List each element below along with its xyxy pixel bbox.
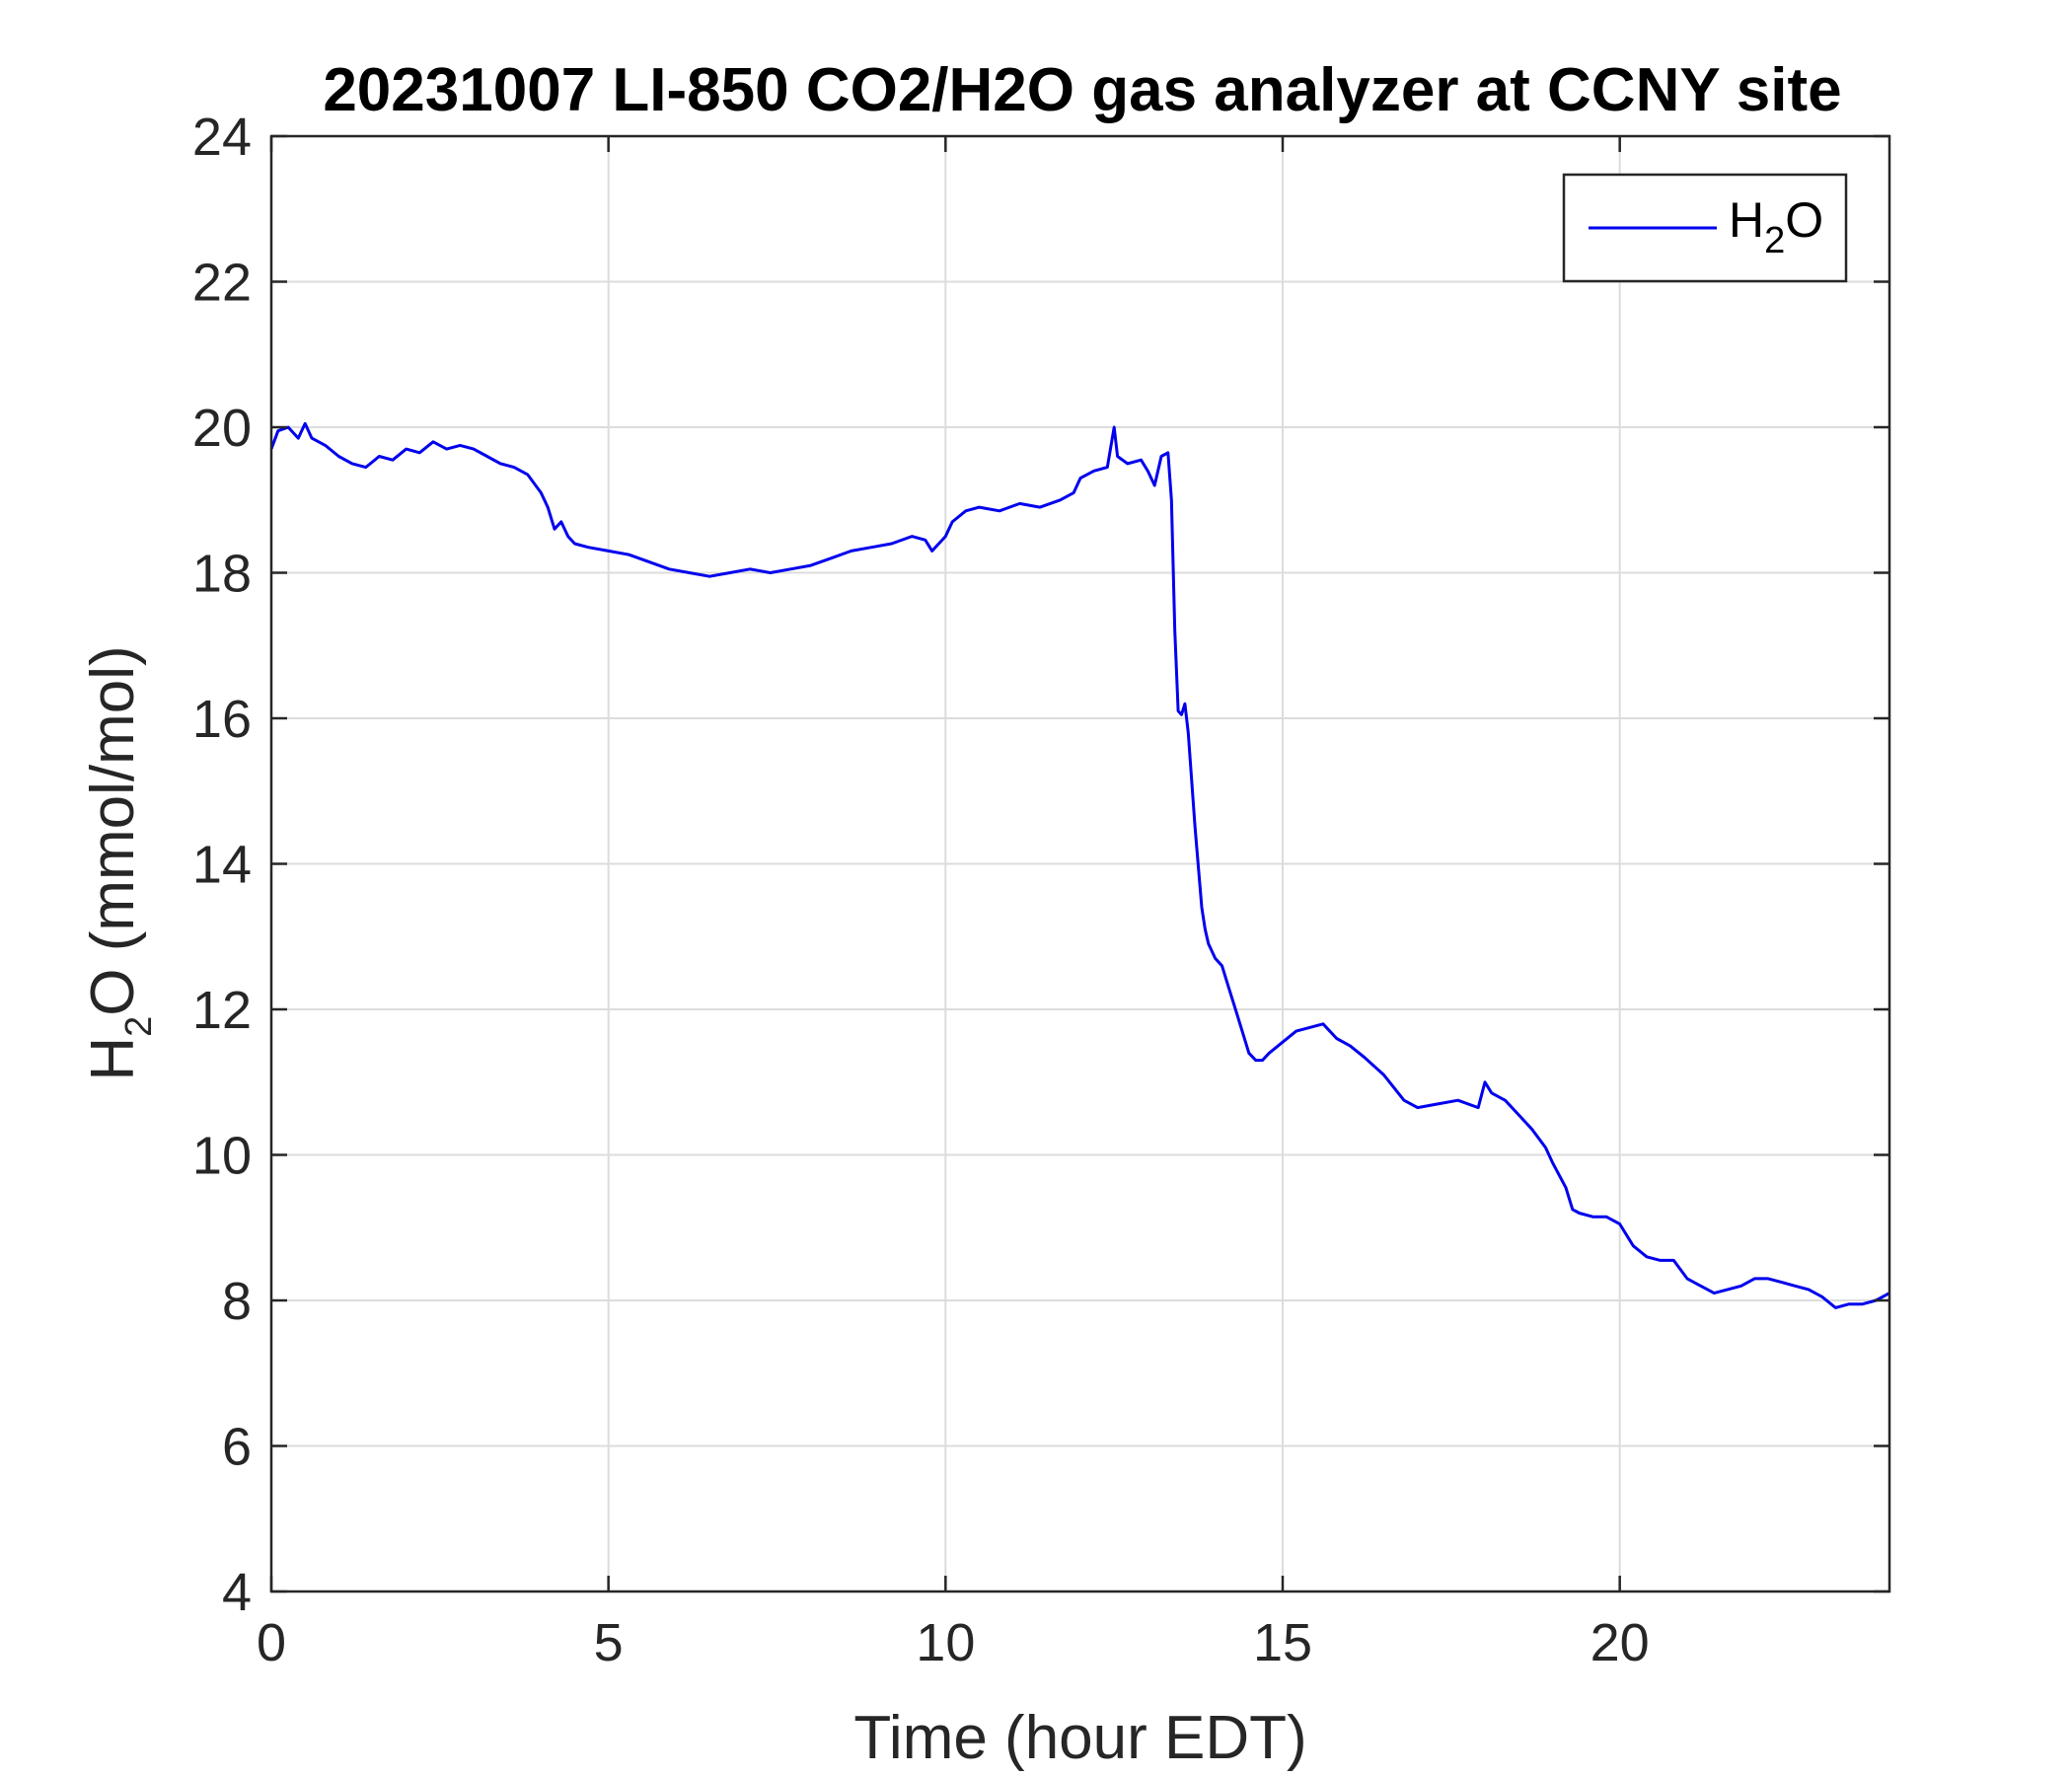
y-tick-labels: 4 6 8 10 12 14 16 18 20 22 24 xyxy=(192,108,252,1622)
x-tick-label: 5 xyxy=(594,1613,624,1672)
y-tick-label: 24 xyxy=(192,108,252,167)
y-tick-label: 6 xyxy=(222,1418,252,1477)
y-tick-label: 12 xyxy=(192,981,252,1040)
tick-marks xyxy=(269,134,1889,1593)
y-tick-label: 20 xyxy=(192,399,252,458)
x-tick-label: 15 xyxy=(1253,1613,1312,1672)
grid-lines xyxy=(271,136,1889,1591)
y-tick-label: 14 xyxy=(192,836,252,895)
legend: H2O xyxy=(1562,173,1848,283)
y-tick-label: 8 xyxy=(222,1272,252,1331)
y-tick-label: 10 xyxy=(192,1127,252,1186)
y-tick-label: 4 xyxy=(222,1563,252,1622)
series-line-h2o xyxy=(269,421,1890,1309)
x-tick-labels: 0 5 10 15 20 xyxy=(257,1613,1650,1672)
legend-label-h2o: H2O xyxy=(1729,192,1823,261)
y-tick-label: 16 xyxy=(192,690,252,749)
x-tick-label: 20 xyxy=(1591,1613,1650,1672)
y-axis-label: H2O (mmol/mol) xyxy=(79,645,160,1080)
series-layer xyxy=(269,421,1890,1309)
x-axis-label: Time (hour EDT) xyxy=(853,1704,1306,1772)
x-tick-label: 0 xyxy=(257,1613,286,1672)
x-tick-label: 10 xyxy=(916,1613,975,1672)
y-tick-label: 18 xyxy=(192,545,252,604)
y-tick-label: 22 xyxy=(192,254,252,313)
chart-title: 20231007 LI-850 CO2/H2O gas analyzer at … xyxy=(323,56,1841,124)
